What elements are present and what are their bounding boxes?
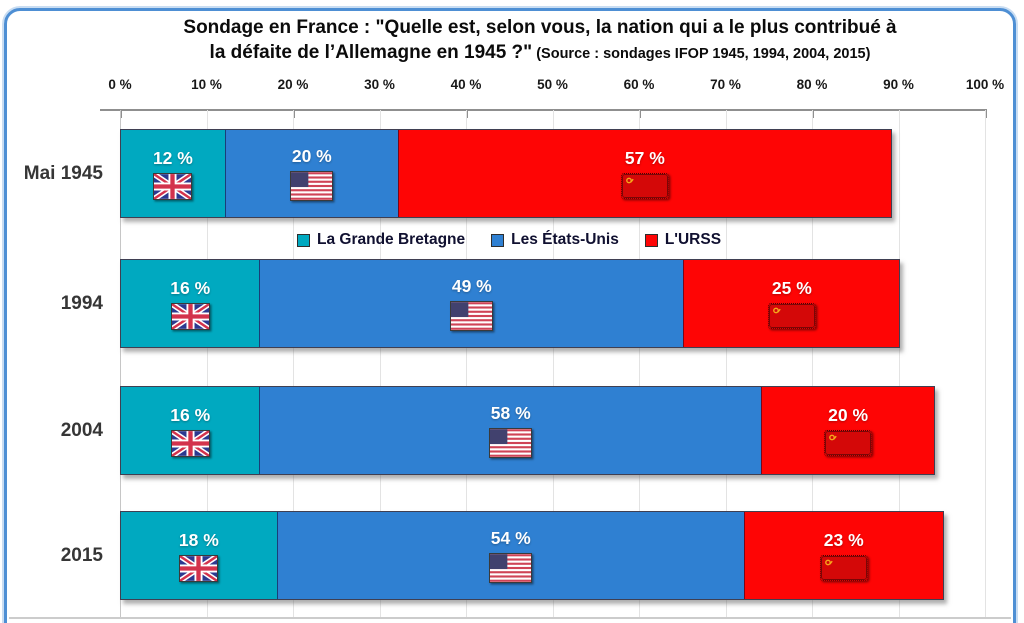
ussr-flag-icon: [620, 173, 669, 199]
ussr-flag-icon: [767, 303, 816, 329]
bar-segment-la-grande-bretagne: 16 %: [121, 260, 260, 347]
teal-square-icon: [297, 233, 310, 247]
uk-flag-icon: [170, 428, 211, 458]
x-axis-tick-label: 90 %: [883, 77, 914, 92]
segment-value-label: 16 %: [170, 404, 211, 425]
stacked-bar-row: 16 % 58 % 20 %: [120, 386, 936, 475]
us-flag-icon: [489, 428, 533, 458]
bar-segment-l-urss: 20 %: [761, 387, 935, 474]
chart-title-question: la défaite de l’Allemagne en 1945 ?": [209, 41, 533, 63]
bar-segment-la-grande-bretagne: 18 %: [121, 512, 277, 599]
x-axis-tick-label: 30 %: [364, 77, 395, 92]
segment-value-label: 57 %: [624, 148, 665, 168]
bar-segment-la-grande-bretagne: 12 %: [121, 130, 225, 217]
ussr-flag-icon: [824, 430, 873, 456]
bar-segment-les-tats-unis: 49 %: [259, 260, 684, 347]
legend-item-label: L'URSS: [664, 231, 722, 248]
x-grid-line: [120, 110, 121, 618]
segment-value-label: 23 %: [823, 530, 864, 550]
x-grid-line: [552, 110, 554, 618]
x-axis-tick-label: 10 %: [191, 77, 222, 92]
us-flag-icon: [489, 553, 533, 583]
chart-title: Sondage en France : "Quelle est, selon v…: [100, 15, 980, 65]
bar-segment-la-grande-bretagne: 16 %: [121, 387, 260, 474]
segment-value-label: 12 %: [152, 147, 193, 168]
stacked-bar-row: 18 % 54 % 23 %: [120, 511, 944, 600]
bar-segment-l-urss: 23 %: [743, 512, 943, 599]
uk-flag-icon: [152, 171, 193, 201]
x-axis-tick-label: 20 %: [277, 77, 309, 92]
row-label-mai-1945: Mai 1945: [23, 162, 103, 184]
row-label-1994: 1994: [60, 292, 103, 314]
bar-segment-les-tats-unis: 54 %: [276, 512, 744, 599]
segment-value-label: 54 %: [490, 528, 531, 548]
legend: La Grande Bretagne Les États-Unis L'URSS: [297, 231, 721, 249]
chart-title-line1: Sondage en France : "Quelle est, selon v…: [183, 17, 897, 38]
uk-flag-icon: [170, 301, 211, 331]
x-grid-line: [639, 110, 640, 618]
segment-value-label: 18 %: [178, 529, 219, 550]
chart-source-note: (Source : sondages IFOP 1945, 1994, 2004…: [532, 45, 871, 62]
legend-item: L'URSS: [644, 231, 722, 249]
ussr-flag-icon: [819, 555, 868, 581]
bar-segment-les-tats-unis: 20 %: [224, 130, 398, 217]
x-grid-line: [206, 110, 208, 618]
x-grid-line: [898, 110, 900, 618]
red-square-icon: [644, 233, 658, 247]
uk-flag-icon: [178, 553, 219, 583]
segment-value-label: 16 %: [170, 277, 211, 298]
x-grid-line: [379, 110, 381, 618]
segment-value-label: 20 %: [828, 405, 869, 425]
x-grid-line: [985, 110, 986, 618]
segment-value-label: 49 %: [451, 276, 492, 296]
x-axis-tick-label: 50 %: [537, 77, 568, 92]
row-label-2015: 2015: [60, 544, 103, 566]
us-flag-icon: [290, 171, 334, 201]
x-grid-line: [293, 110, 294, 618]
segment-value-label: 20 %: [291, 146, 332, 166]
x-grid-line: [466, 110, 467, 618]
chart-bottom-line: [9, 617, 1011, 619]
us-flag-icon: [450, 301, 494, 331]
x-axis-tick-label: 100 %: [965, 77, 1005, 92]
legend-item-label: Les États-Unis: [511, 231, 619, 248]
x-axis-line: [100, 109, 986, 111]
x-axis-tick-label: 40 %: [450, 77, 482, 92]
x-axis-tick-label: 0 %: [108, 77, 132, 92]
segment-value-label: 58 %: [490, 403, 531, 423]
x-axis-tick-label: 60 %: [623, 77, 655, 92]
bar-segment-les-tats-unis: 58 %: [259, 387, 762, 474]
chart-title-line2: la défaite de l’Allemagne en 1945 ?" (So…: [100, 41, 980, 66]
legend-item-label: La Grande Bretagne: [317, 231, 466, 248]
stacked-bar-row: 16 % 49 % 25 %: [120, 259, 901, 348]
legend-item: Les États-Unis: [491, 231, 619, 249]
bar-segment-l-urss: 57 %: [397, 130, 891, 217]
bar-segment-l-urss: 25 %: [683, 260, 900, 347]
legend-item: La Grande Bretagne: [297, 231, 465, 249]
x-axis-tick-label: 70 %: [710, 77, 741, 92]
stacked-bar-row: 12 % 20 % 57 %: [120, 129, 892, 218]
x-grid-line: [725, 110, 727, 618]
x-grid-line: [812, 110, 813, 618]
blue-square-icon: [491, 233, 505, 247]
row-label-2004: 2004: [60, 419, 103, 441]
x-axis-tick-label: 80 %: [796, 77, 828, 92]
segment-value-label: 25 %: [771, 278, 812, 298]
